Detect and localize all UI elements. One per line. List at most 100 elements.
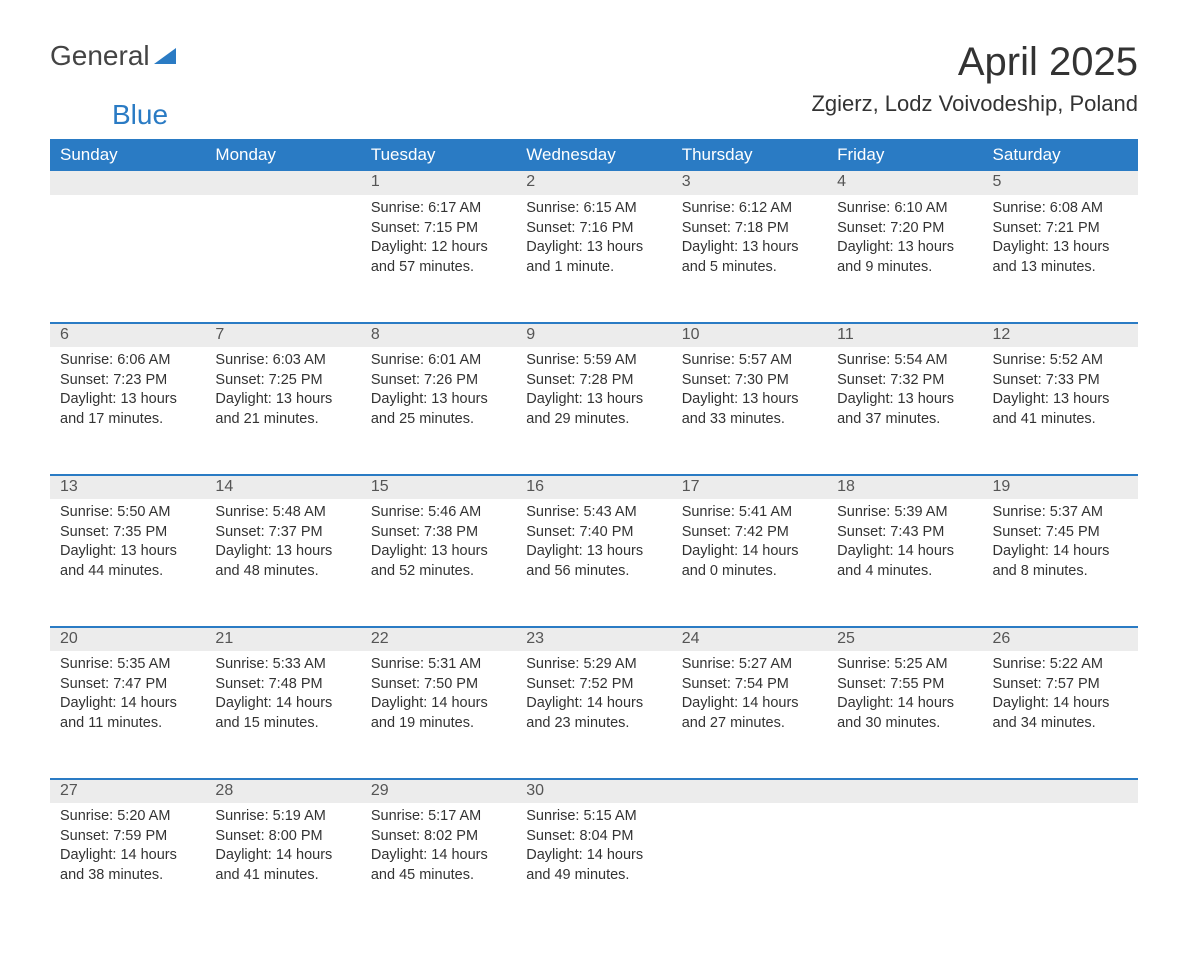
day-content-cell	[205, 195, 360, 323]
daylight-text: Daylight: 14 hours	[215, 846, 350, 866]
sunset-text: Sunset: 7:35 PM	[60, 523, 195, 543]
day-content-cell: Sunrise: 5:17 AMSunset: 8:02 PMDaylight:…	[361, 803, 516, 931]
day-number-cell: 9	[516, 323, 671, 347]
day-content-cell: Sunrise: 5:57 AMSunset: 7:30 PMDaylight:…	[672, 347, 827, 475]
sunrise-text: Sunrise: 6:03 AM	[215, 351, 350, 371]
day-number-cell: 5	[983, 171, 1138, 195]
day-content-cell: Sunrise: 5:27 AMSunset: 7:54 PMDaylight:…	[672, 651, 827, 779]
daylight-text: Daylight: 13 hours	[215, 542, 350, 562]
day-number-cell: 11	[827, 323, 982, 347]
day-number-cell: 14	[205, 475, 360, 499]
daylight-text: Daylight: 14 hours	[837, 694, 972, 714]
sunrise-text: Sunrise: 6:10 AM	[837, 199, 972, 219]
day-number-cell: 12	[983, 323, 1138, 347]
day-number-cell: 19	[983, 475, 1138, 499]
day-content-cell: Sunrise: 5:59 AMSunset: 7:28 PMDaylight:…	[516, 347, 671, 475]
daylight-text: and 33 minutes.	[682, 410, 817, 430]
sunset-text: Sunset: 7:57 PM	[993, 675, 1128, 695]
sunset-text: Sunset: 7:32 PM	[837, 371, 972, 391]
day-content-cell: Sunrise: 5:48 AMSunset: 7:37 PMDaylight:…	[205, 499, 360, 627]
daylight-text: and 8 minutes.	[993, 562, 1128, 582]
day-content-cell	[983, 803, 1138, 931]
day-content-row: Sunrise: 6:17 AMSunset: 7:15 PMDaylight:…	[50, 195, 1138, 323]
logo-triangle-icon	[154, 48, 176, 64]
daylight-text: Daylight: 13 hours	[993, 390, 1128, 410]
sunrise-text: Sunrise: 5:22 AM	[993, 655, 1128, 675]
daylight-text: and 25 minutes.	[371, 410, 506, 430]
daylight-text: and 11 minutes.	[60, 714, 195, 734]
calendar-table: Sunday Monday Tuesday Wednesday Thursday…	[50, 139, 1138, 931]
weekday-header: Wednesday	[516, 139, 671, 171]
daylight-text: and 52 minutes.	[371, 562, 506, 582]
day-number-cell: 18	[827, 475, 982, 499]
day-content-cell: Sunrise: 6:15 AMSunset: 7:16 PMDaylight:…	[516, 195, 671, 323]
day-content-cell: Sunrise: 6:17 AMSunset: 7:15 PMDaylight:…	[361, 195, 516, 323]
daylight-text: Daylight: 13 hours	[60, 390, 195, 410]
daylight-text: Daylight: 14 hours	[837, 542, 972, 562]
daylight-text: Daylight: 14 hours	[371, 846, 506, 866]
sunrise-text: Sunrise: 5:19 AM	[215, 807, 350, 827]
logo: General	[50, 40, 176, 72]
daylight-text: Daylight: 13 hours	[526, 390, 661, 410]
day-content-cell: Sunrise: 6:06 AMSunset: 7:23 PMDaylight:…	[50, 347, 205, 475]
day-number-cell: 22	[361, 627, 516, 651]
daylight-text: Daylight: 13 hours	[993, 238, 1128, 258]
day-content-cell: Sunrise: 5:43 AMSunset: 7:40 PMDaylight:…	[516, 499, 671, 627]
daylight-text: Daylight: 14 hours	[526, 846, 661, 866]
day-content-cell: Sunrise: 5:33 AMSunset: 7:48 PMDaylight:…	[205, 651, 360, 779]
sunset-text: Sunset: 7:21 PM	[993, 219, 1128, 239]
daylight-text: Daylight: 13 hours	[682, 238, 817, 258]
daylight-text: and 5 minutes.	[682, 258, 817, 278]
sunrise-text: Sunrise: 5:59 AM	[526, 351, 661, 371]
daylight-text: and 9 minutes.	[837, 258, 972, 278]
day-content-cell: Sunrise: 6:12 AMSunset: 7:18 PMDaylight:…	[672, 195, 827, 323]
sunset-text: Sunset: 7:59 PM	[60, 827, 195, 847]
sunrise-text: Sunrise: 5:43 AM	[526, 503, 661, 523]
sunset-text: Sunset: 7:38 PM	[371, 523, 506, 543]
sunset-text: Sunset: 7:43 PM	[837, 523, 972, 543]
day-content-cell: Sunrise: 5:39 AMSunset: 7:43 PMDaylight:…	[827, 499, 982, 627]
day-number-cell: 26	[983, 627, 1138, 651]
day-content-cell: Sunrise: 5:46 AMSunset: 7:38 PMDaylight:…	[361, 499, 516, 627]
daylight-text: and 29 minutes.	[526, 410, 661, 430]
sunrise-text: Sunrise: 5:20 AM	[60, 807, 195, 827]
sunset-text: Sunset: 7:52 PM	[526, 675, 661, 695]
daylight-text: and 19 minutes.	[371, 714, 506, 734]
day-number-cell: 6	[50, 323, 205, 347]
sunrise-text: Sunrise: 5:46 AM	[371, 503, 506, 523]
sunset-text: Sunset: 7:25 PM	[215, 371, 350, 391]
daylight-text: and 13 minutes.	[993, 258, 1128, 278]
weekday-header-row: Sunday Monday Tuesday Wednesday Thursday…	[50, 139, 1138, 171]
location-text: Zgierz, Lodz Voivodeship, Poland	[811, 91, 1138, 117]
day-content-row: Sunrise: 5:50 AMSunset: 7:35 PM Daylight:…	[50, 499, 1138, 627]
daylight-text: Daylight: 14 hours	[993, 542, 1128, 562]
daylight-text: and 48 minutes.	[215, 562, 350, 582]
daylight-text: Daylight: 14 hours	[682, 694, 817, 714]
sunset-text: Sunset: 7:55 PM	[837, 675, 972, 695]
day-number-cell: 7	[205, 323, 360, 347]
daylight-text: and 17 minutes.	[60, 410, 195, 430]
daylight-text: and 21 minutes.	[215, 410, 350, 430]
day-content-cell	[50, 195, 205, 323]
day-number-cell: 23	[516, 627, 671, 651]
day-content-cell: Sunrise: 5:15 AMSunset: 8:04 PMDaylight:…	[516, 803, 671, 931]
weekday-header: Tuesday	[361, 139, 516, 171]
daylight-text: Daylight: 14 hours	[60, 694, 195, 714]
day-number-cell: 24	[672, 627, 827, 651]
sunrise-text: Sunrise: 5:41 AM	[682, 503, 817, 523]
day-content-cell: Sunrise: 5:41 AMSunset: 7:42 PMDaylight:…	[672, 499, 827, 627]
daylight-text: and 30 minutes.	[837, 714, 972, 734]
day-content-row: Sunrise: 6:06 AMSunset: 7:23 PMDaylight:…	[50, 347, 1138, 475]
sunrise-text: Sunrise: 5:15 AM	[526, 807, 661, 827]
day-content-cell: Sunrise: 5:35 AMSunset: 7:47 PMDaylight:…	[50, 651, 205, 779]
sunrise-text: Sunrise: 5:48 AM	[215, 503, 350, 523]
daylight-text: and 45 minutes.	[371, 866, 506, 886]
sunrise-text: Sunrise: 5:50 AM	[60, 503, 195, 523]
sunset-text: Sunset: 8:02 PM	[371, 827, 506, 847]
weekday-header: Saturday	[983, 139, 1138, 171]
daylight-text: and 4 minutes.	[837, 562, 972, 582]
sunset-text: Sunset: 7:45 PM	[993, 523, 1128, 543]
day-number-cell	[983, 779, 1138, 803]
daylight-text: Daylight: 14 hours	[526, 694, 661, 714]
sunrise-text: Sunrise: 5:17 AM	[371, 807, 506, 827]
